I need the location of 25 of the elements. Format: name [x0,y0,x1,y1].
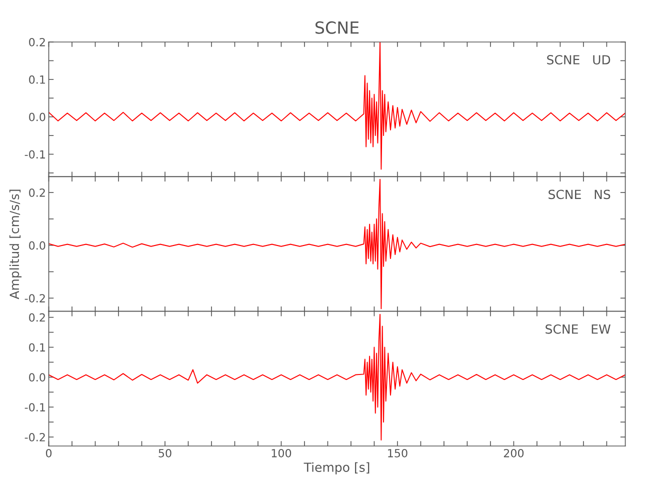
y-tick-label: 0.1 [29,75,45,84]
x-tick-label: 200 [504,448,524,458]
y-tick-label: 0.1 [29,343,45,352]
y-tick-label: -0.2 [24,294,45,303]
y-tick-label: -0.1 [24,403,45,412]
y-tick-label: 0.2 [29,188,45,197]
line-series [48,178,626,310]
x-axis-title: Tiempo [s] [304,462,370,474]
x-tick-label: 100 [272,448,292,458]
x-tick-label: 0 [46,448,52,458]
chart-title: SCNE [316,21,359,34]
y-tick-label: 0.2 [29,38,45,46]
y-tick-label: 0.0 [29,112,46,122]
x-tick-label: 50 [158,448,172,458]
annotation: SCNE UD [547,55,610,64]
annotation: SCNE EW [546,324,610,334]
y-tick-label: 0.0 [29,241,46,250]
line-series [48,314,626,440]
x-tick-label: 150 [388,448,408,458]
y-tick-label: 0.2 [29,313,45,322]
y-axis-title: Amplitud [cm/s/s] [9,190,22,300]
annotation: SCNE NS [548,190,610,200]
y-tick-label: 0.0 [29,373,46,382]
y-tick-label: -0.2 [24,432,45,442]
y-tick-label: -0.1 [24,150,45,159]
